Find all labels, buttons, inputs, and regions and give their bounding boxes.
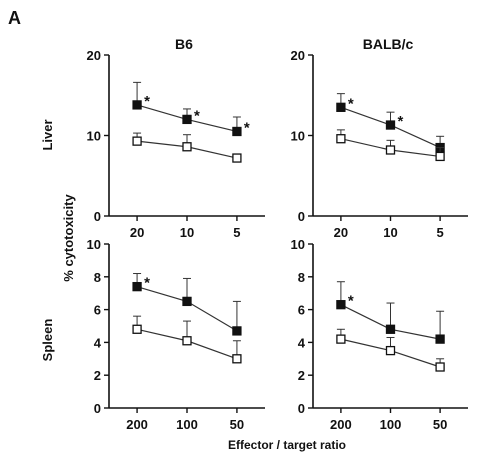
significance-star: * [194, 107, 200, 124]
x-tick-label: 10 [180, 225, 194, 240]
open-square-marker [182, 336, 192, 346]
open-square-marker [232, 153, 242, 163]
y-tick-label: 2 [298, 368, 305, 383]
x-axis-label: Effector / target ratio [228, 438, 346, 452]
y-tick-label: 0 [298, 401, 305, 416]
chart-panel: 0 2 4 6 8 10 200 100 50 * [87, 237, 265, 432]
y-tick-label: 0 [94, 209, 101, 224]
y-tick-label: 0 [298, 209, 305, 224]
filled-square-marker [182, 114, 192, 125]
filled-square-marker [132, 100, 142, 110]
x-tick-label: 10 [383, 225, 397, 240]
open-square-marker [182, 142, 192, 152]
open-square-marker [232, 354, 242, 364]
significance-star: * [348, 95, 354, 112]
x-tick-label: 5 [436, 225, 443, 240]
x-tick-label: 20 [130, 225, 144, 240]
y-tick-label: 8 [94, 270, 101, 285]
y-tick-label: 10 [87, 237, 101, 252]
x-tick-label: 50 [433, 417, 447, 432]
filled-square-marker [232, 326, 242, 336]
filled-square-marker [132, 281, 142, 292]
x-tick-label: 100 [380, 417, 402, 432]
filled-square-marker [435, 334, 445, 344]
filled-square-marker [232, 126, 242, 137]
open-square-marker [132, 324, 142, 334]
significance-star: * [144, 93, 150, 110]
x-tick-label: 200 [126, 417, 148, 432]
col-title-balbc: BALB/c [363, 36, 414, 52]
y-tick-label: 10 [291, 237, 305, 252]
row-title-liver: Liver [40, 119, 55, 150]
col-title-b6: B6 [175, 36, 193, 52]
chart-panel: 0 10 20 20 10 5 * * [291, 48, 468, 240]
y-tick-label: 6 [298, 303, 305, 318]
open-square-marker [435, 362, 445, 372]
y-tick-label: 10 [291, 129, 305, 144]
chart-panel: 0 10 20 20 10 5 * * * [87, 48, 265, 240]
filled-square-marker [182, 296, 192, 307]
open-square-marker [132, 136, 142, 146]
y-tick-label: 0 [94, 401, 101, 416]
significance-star: * [244, 119, 250, 136]
y-tick-label: 8 [298, 270, 305, 285]
x-tick-label: 100 [176, 417, 198, 432]
y-tick-label: 4 [94, 335, 102, 350]
open-square-marker [336, 334, 346, 344]
y-tick-label: 6 [94, 303, 101, 318]
significance-star: * [348, 293, 354, 310]
y-tick-label: 2 [94, 368, 101, 383]
y-tick-label: 4 [298, 335, 306, 350]
row-title-spleen: Spleen [40, 319, 55, 362]
open-square-marker [435, 151, 445, 162]
chart-panel: 0 2 4 6 8 10 200 100 50 * [291, 237, 468, 432]
x-tick-label: 5 [233, 225, 240, 240]
x-tick-label: 200 [330, 417, 352, 432]
panel-label: A [8, 8, 21, 28]
filled-square-marker [385, 120, 396, 130]
open-square-marker [385, 345, 396, 356]
significance-star: * [398, 113, 404, 130]
y-axis-label: % cytotoxicity [61, 194, 76, 282]
x-tick-label: 50 [230, 417, 244, 432]
filled-square-marker [385, 324, 396, 334]
significance-star: * [144, 275, 150, 292]
open-square-marker [385, 145, 396, 155]
y-tick-label: 10 [87, 129, 101, 144]
y-tick-label: 20 [291, 48, 305, 63]
y-tick-label: 20 [87, 48, 101, 63]
filled-square-marker [336, 300, 346, 310]
open-square-marker [336, 134, 346, 144]
filled-square-marker [336, 102, 346, 112]
x-tick-label: 20 [334, 225, 348, 240]
